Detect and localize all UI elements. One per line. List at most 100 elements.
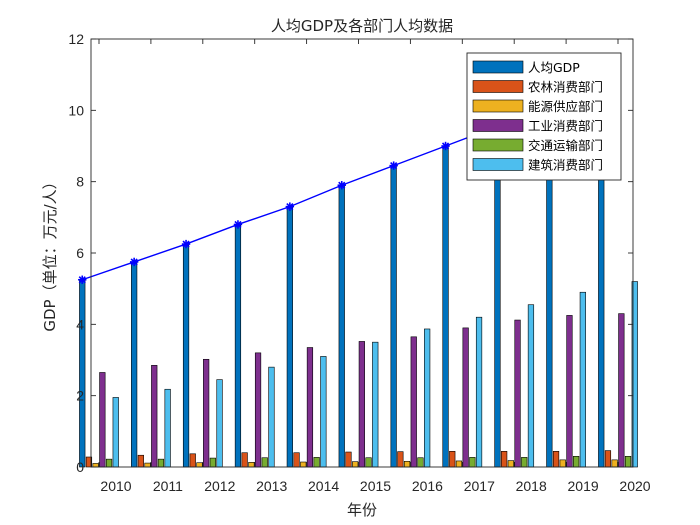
bar-4-2011 [151,365,158,468]
x-tick-label: 2019 [568,478,599,494]
legend-entry-4: 工业消费部门 [472,119,603,134]
bar-2-2017 [449,451,456,468]
bar-6-2016 [424,328,431,468]
bar-5-2019 [573,455,580,468]
legend-entry-3: 能源供应部门 [472,99,603,114]
bar-5-2014 [313,457,320,468]
y-tick-label: 4 [76,316,84,332]
bar-2-2011 [137,454,144,468]
bar-6-2017 [475,316,483,468]
legend-swatch [472,60,524,74]
bar-5-2010 [105,458,113,468]
bar-5-2016 [417,457,424,468]
bar-6-2014 [320,356,327,468]
x-axis-label: 年份 [347,501,377,519]
bar-2-2016 [397,451,404,468]
legend-swatch [472,119,524,132]
bar-4-2019 [566,315,573,468]
bar-4-2012 [203,358,210,468]
trend-marker-2011 [129,257,139,267]
trend-marker-2015 [337,181,346,190]
y-tick-label: 8 [76,174,84,190]
bar-5-2020 [624,455,632,468]
y-tick-label: 0 [76,459,84,475]
bar-6-2015 [372,341,379,468]
bar-3-2015 [352,461,359,468]
bar-6-2020 [631,281,638,468]
bar-1-2017 [442,145,449,468]
x-tick-label: 2017 [464,478,495,494]
x-tick-label: 2020 [619,478,650,494]
bar-6-2011 [164,388,171,468]
legend-label: 工业消费部门 [528,119,603,134]
legend-swatch [472,158,524,171]
bar-4-2013 [254,352,262,468]
bar-2-2014 [293,452,300,468]
bar-1-2012 [182,243,190,468]
bar-3-2018 [507,460,514,468]
bar-3-2020 [611,459,618,468]
bar-6-2018 [527,304,535,468]
bar-2-2020 [604,450,612,468]
x-tick-label: 2015 [360,478,391,494]
bar-2-2015 [345,451,352,468]
bar-3-2010 [92,463,99,468]
y-axis-label: GDP（单位：万元/人） [41,174,59,331]
bar-4-2010 [99,372,106,468]
trend-marker-2012 [181,239,191,249]
bar-4-2015 [358,341,365,468]
x-tick-label: 2018 [516,478,547,494]
bar-2-2019 [552,451,560,468]
axes-layer: 0 2 4 6 8 10 12 2010 2011 2012 2013 2014 2015 2016 201… [68,31,650,494]
legend-label: 能源供应部门 [528,99,603,114]
bar-4-2016 [410,336,417,468]
legend-swatch [472,80,524,93]
bar-1-2011 [131,261,138,468]
bar-5-2017 [469,457,476,468]
bar-5-2013 [261,457,268,468]
bar-1-2013 [234,224,242,468]
bar-6-2013 [268,366,275,468]
bar-4-2014 [306,347,314,468]
x-tick-label: 2012 [204,478,235,494]
x-tick-label: 2014 [308,478,339,494]
bar-3-2016 [403,460,411,468]
legend-label: 交通运输部门 [528,138,603,153]
bar-5-2011 [157,458,165,468]
y-tick-label: 10 [68,102,84,118]
bar-1-2016 [390,165,397,468]
bar-1-2010 [79,279,86,468]
legend-swatch [472,138,524,152]
trend-marker-2010 [78,275,87,284]
bar-5-2015 [365,457,372,468]
bar-4-2017 [462,327,469,468]
chart-title: 人均GDP及各部门人均数据 [271,17,453,35]
y-tick-label: 2 [76,388,84,404]
bar-3-2014 [300,461,307,468]
x-tick-label: 2016 [412,478,443,494]
bar-5-2018 [521,457,528,468]
bar-5-2012 [209,457,216,468]
trend-marker-2014 [285,202,295,211]
bars-layer [79,88,638,468]
legend-entry-1: 人均GDP [472,60,580,75]
bar-2-2013 [241,452,248,468]
bar-3-2013 [248,462,255,468]
x-tick-label: 2010 [100,478,131,494]
legend-label: 建筑消费部门 [528,158,603,173]
bar-3-2017 [455,460,463,468]
legend-label: 人均GDP [528,60,580,75]
bar-1-2014 [286,206,293,468]
bar-1-2015 [338,184,345,468]
bar-4-2018 [514,319,521,468]
trend-marker-2016 [389,161,398,170]
bar-6-2012 [216,379,223,468]
y-tick-label: 12 [68,31,84,47]
legend-label: 农林消费部门 [528,80,603,95]
bar-2-2012 [189,453,196,468]
bar-2-2010 [85,456,93,468]
y-tick-label: 6 [76,245,84,261]
